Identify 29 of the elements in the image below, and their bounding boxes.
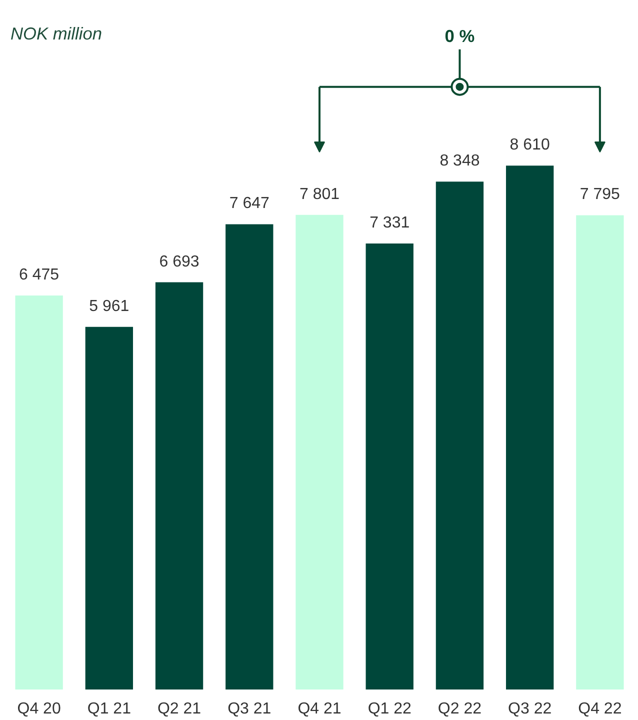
- bar: [85, 326, 134, 690]
- bar: [15, 296, 63, 690]
- bar: [226, 224, 274, 690]
- data-label: 8 348: [440, 152, 480, 170]
- data-label: 7 331: [370, 214, 410, 232]
- x-tick-label: Q3 21: [228, 700, 272, 718]
- bar: [296, 214, 344, 690]
- data-label: 6 475: [19, 266, 60, 284]
- chart-title: NOK million: [10, 24, 102, 44]
- bar: [506, 166, 554, 690]
- bar: [155, 282, 204, 690]
- data-label: 7 801: [299, 186, 340, 203]
- data-label: 6 693: [159, 253, 200, 270]
- bar: [436, 182, 484, 690]
- x-tick-label: Q4 22: [578, 700, 622, 718]
- data-label: 7 647: [229, 195, 270, 212]
- text: 0 %: [444, 26, 475, 46]
- bar: [366, 243, 414, 690]
- data-label: 5 961: [89, 298, 130, 315]
- x-tick-label: Q1 21: [87, 700, 132, 718]
- x-tick-label: Q4 21: [298, 700, 342, 718]
- x-tick-label: Q2 21: [157, 700, 202, 718]
- x-tick-label: Q3 22: [508, 700, 552, 718]
- x-tick-label: Q4 20: [17, 700, 61, 718]
- data-label: 7 795: [580, 186, 620, 204]
- data-label: 8 610: [510, 136, 550, 154]
- bar: [576, 215, 624, 690]
- x-tick-label: Q2 22: [438, 700, 482, 718]
- x-tick-label: Q1 22: [368, 700, 412, 718]
